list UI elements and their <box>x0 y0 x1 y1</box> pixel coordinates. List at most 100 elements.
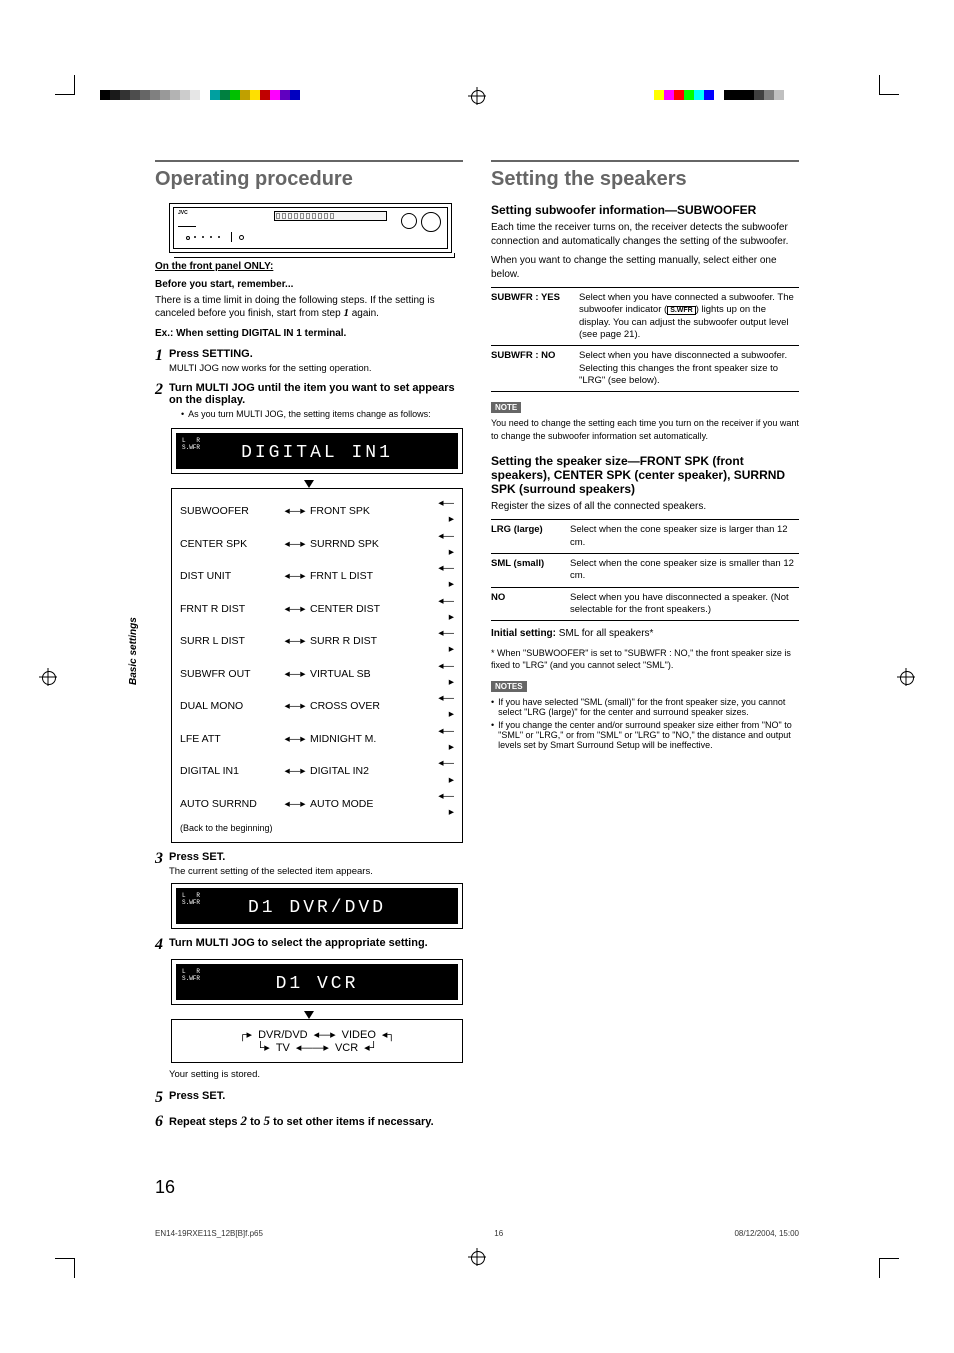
step-title: Repeat steps 2 to 5 to set other items i… <box>169 1114 463 1128</box>
setting-right: FRONT SPK <box>310 503 434 519</box>
row-body: Select when the cone speaker size is sma… <box>570 558 799 583</box>
double-arrow-icon: ◂—▸ <box>434 658 454 691</box>
note-item: •If you have selected "SML (small)" for … <box>491 697 799 717</box>
color-bar-left <box>100 90 300 100</box>
step-number: 5 <box>155 1090 163 1106</box>
step-1: 1 Press SETTING. MULTI JOG now works for… <box>155 348 463 374</box>
color-swatch <box>190 90 200 100</box>
step-title: Press SET. <box>169 1090 463 1102</box>
registration-mark-icon <box>40 669 56 685</box>
table-row: SUBWFR : NOSelect when you have disconne… <box>491 345 799 391</box>
setting-left: DIST UNIT <box>180 568 280 584</box>
footer-page: 16 <box>494 1229 503 1238</box>
notes-list: •If you have selected "SML (small)" for … <box>491 697 799 750</box>
settings-row: SUBWOOFER◂—▸FRONT SPK◂—▸ <box>180 495 454 528</box>
lcd-text: D1 DVR/DVD <box>182 896 452 918</box>
lcd-display-1: L RS.WFR DIGITAL IN1 <box>171 428 463 474</box>
color-swatch <box>704 90 714 100</box>
setting-right: MIDNIGHT M. <box>310 731 434 747</box>
swfr-indicator: L RS.WFR <box>182 437 200 451</box>
example-label: Ex.: When setting DIGITAL IN 1 terminal. <box>155 327 463 341</box>
row-body: Select when you have disconnected a subw… <box>579 350 799 387</box>
table-row: SML (small)Select when the cone speaker … <box>491 553 799 587</box>
color-swatch <box>180 90 190 100</box>
receiver-illustration: JVC <box>169 203 452 253</box>
row-body: Select when the cone speaker size is lar… <box>570 524 799 549</box>
flow-node: DVR/DVD <box>258 1029 308 1041</box>
color-swatch <box>240 90 250 100</box>
back-to-beginning: (Back to the beginning) <box>180 822 454 836</box>
double-arrow-icon: ◂—▸ <box>280 568 310 584</box>
step-desc: The current setting of the selected item… <box>169 866 463 877</box>
button-icon <box>239 235 244 240</box>
knob-icon <box>401 213 417 229</box>
crop-mark-icon <box>879 75 899 95</box>
double-arrow-icon: ◂—▸ <box>434 495 454 528</box>
row-label: SML (small) <box>491 558 566 583</box>
crop-mark-icon <box>879 1258 899 1278</box>
registration-mark-icon <box>469 1249 485 1265</box>
double-arrow-icon: ◂—▸ <box>434 528 454 561</box>
settings-row: SUBWFR OUT◂—▸VIRTUAL SB◂—▸ <box>180 658 454 691</box>
setting-left: FRNT R DIST <box>180 601 280 617</box>
step-desc: MULTI JOG now works for the setting oper… <box>169 363 463 374</box>
initial-setting: Initial setting: SML for all speakers* <box>491 627 799 641</box>
row-label: LRG (large) <box>491 524 566 549</box>
subwoofer-subhead: Setting subwoofer information—SUBWOOFER <box>491 203 799 217</box>
color-swatch <box>764 90 774 100</box>
flow-diagram: ┌▸ DVR/DVD ◂—▸ VIDEO ◂┐ └▸ TV ◂——▸ VCR ◂… <box>171 1019 463 1063</box>
loop-arrow-icon: ◂┐ <box>382 1028 395 1041</box>
color-swatch <box>694 90 704 100</box>
settings-row: LFE ATT◂—▸MIDNIGHT M.◂—▸ <box>180 723 454 756</box>
color-swatch <box>200 90 210 100</box>
sub1-body2: When you want to change the setting manu… <box>491 254 799 281</box>
note1-body: You need to change the setting each time… <box>491 417 799 441</box>
sub2-body: Register the sizes of all the connected … <box>491 500 799 514</box>
table-row: NOSelect when you have disconnected a sp… <box>491 587 799 621</box>
setting-right: VIRTUAL SB <box>310 666 434 682</box>
step-5: 5 Press SET. <box>155 1090 463 1106</box>
note-item: •If you change the center and/or surroun… <box>491 720 799 750</box>
color-swatch <box>654 90 664 100</box>
setting-left: LFE ATT <box>180 731 280 747</box>
setting-right: AUTO MODE <box>310 796 434 812</box>
double-arrow-icon: ◂—▸ <box>280 731 310 747</box>
bullet-icon: • <box>491 720 494 750</box>
settings-row: DIGITAL IN1◂—▸DIGITAL IN2◂—▸ <box>180 755 454 788</box>
color-bar-right <box>654 90 854 100</box>
settings-row: DIST UNIT◂—▸FRNT L DIST◂—▸ <box>180 560 454 593</box>
settings-row: AUTO SURRND◂—▸AUTO MODE◂—▸ <box>180 788 454 821</box>
color-swatch <box>110 90 120 100</box>
note-text: If you have selected "SML (small)" for t… <box>498 697 799 717</box>
side-tab-label: Basic settings <box>128 617 139 685</box>
settings-row: CENTER SPK◂—▸SURRND SPK◂—▸ <box>180 528 454 561</box>
color-swatch <box>290 90 300 100</box>
step-4: 4 Turn MULTI JOG to select the appropria… <box>155 937 463 953</box>
settings-row: FRNT R DIST◂—▸CENTER DIST◂—▸ <box>180 593 454 626</box>
color-swatch <box>270 90 280 100</box>
footnote: * When "SUBWOOFER" is set to "SUBWFR : N… <box>491 647 799 671</box>
setting-right: SURRND SPK <box>310 536 434 552</box>
registration-mark-icon <box>898 669 914 685</box>
setting-right: CENTER DIST <box>310 601 434 617</box>
lcd-display-3: L RS.WFR D1 VCR <box>171 959 463 1005</box>
color-swatch <box>784 90 794 100</box>
step-number: 6 <box>155 1114 163 1130</box>
setting-left: SURR L DIST <box>180 633 280 649</box>
step-number: 2 <box>155 382 163 422</box>
loop-arrow-icon: └▸ <box>257 1041 270 1054</box>
color-swatch <box>260 90 270 100</box>
right-column: Setting the speakers Setting subwoofer i… <box>491 160 799 1193</box>
double-arrow-icon: ◂—▸ <box>434 723 454 756</box>
footer-timestamp: 08/12/2004, 15:00 <box>734 1229 799 1238</box>
page-root: Basic settings Operating procedure JVC <box>0 0 954 1353</box>
footer-filename: EN14-19RXE11S_12B[B]f.p65 <box>155 1229 263 1238</box>
front-panel-subhead: On the front panel ONLY: <box>155 261 463 272</box>
lcd-display-2: L RS.WFR D1 DVR/DVD <box>171 883 463 929</box>
setting-left: CENTER SPK <box>180 536 280 552</box>
step-number: 3 <box>155 851 163 877</box>
settings-row: SURR L DIST◂—▸SURR R DIST◂—▸ <box>180 625 454 658</box>
color-swatch <box>734 90 744 100</box>
double-arrow-icon: ◂—▸ <box>280 633 310 649</box>
color-swatch <box>714 90 724 100</box>
